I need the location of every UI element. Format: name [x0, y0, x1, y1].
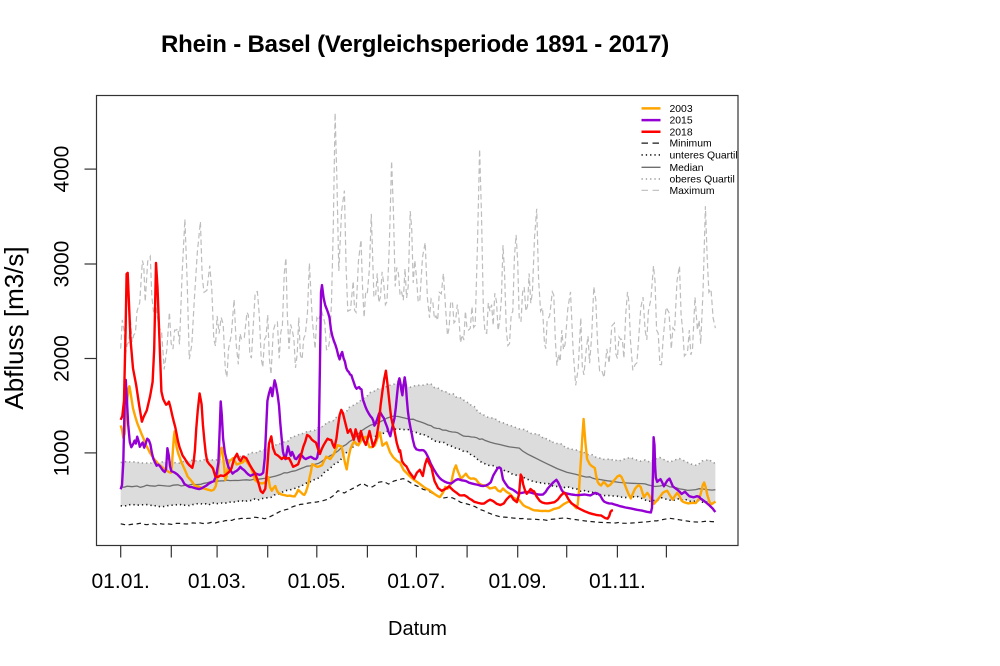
svg-text:Median: Median — [670, 163, 704, 174]
svg-text:4000: 4000 — [51, 146, 74, 193]
svg-text:01.03.: 01.03. — [188, 570, 246, 593]
svg-text:3000: 3000 — [51, 241, 74, 288]
svg-text:oberes Quartil: oberes Quartil — [670, 175, 735, 186]
svg-text:01.05.: 01.05. — [288, 570, 346, 593]
svg-text:Rhein - Basel (Vergleichsperio: Rhein - Basel (Vergleichsperiode 1891 - … — [161, 31, 669, 58]
svg-text:unteres Quartil: unteres Quartil — [670, 151, 738, 162]
svg-text:2003: 2003 — [670, 104, 693, 115]
svg-text:1000: 1000 — [51, 430, 74, 477]
svg-text:Datum: Datum — [388, 618, 447, 640]
svg-text:2018: 2018 — [670, 127, 693, 138]
svg-text:Abfluss [m3/s]: Abfluss [m3/s] — [0, 246, 29, 409]
svg-text:Minimum: Minimum — [670, 139, 712, 150]
svg-text:2000: 2000 — [51, 335, 74, 382]
svg-text:01.07.: 01.07. — [387, 570, 445, 593]
svg-text:01.11.: 01.11. — [589, 570, 646, 593]
svg-text:2015: 2015 — [670, 116, 693, 127]
svg-text:Maximum: Maximum — [670, 186, 715, 197]
svg-text:01.01.: 01.01. — [92, 570, 150, 593]
svg-text:01.09.: 01.09. — [489, 570, 547, 593]
